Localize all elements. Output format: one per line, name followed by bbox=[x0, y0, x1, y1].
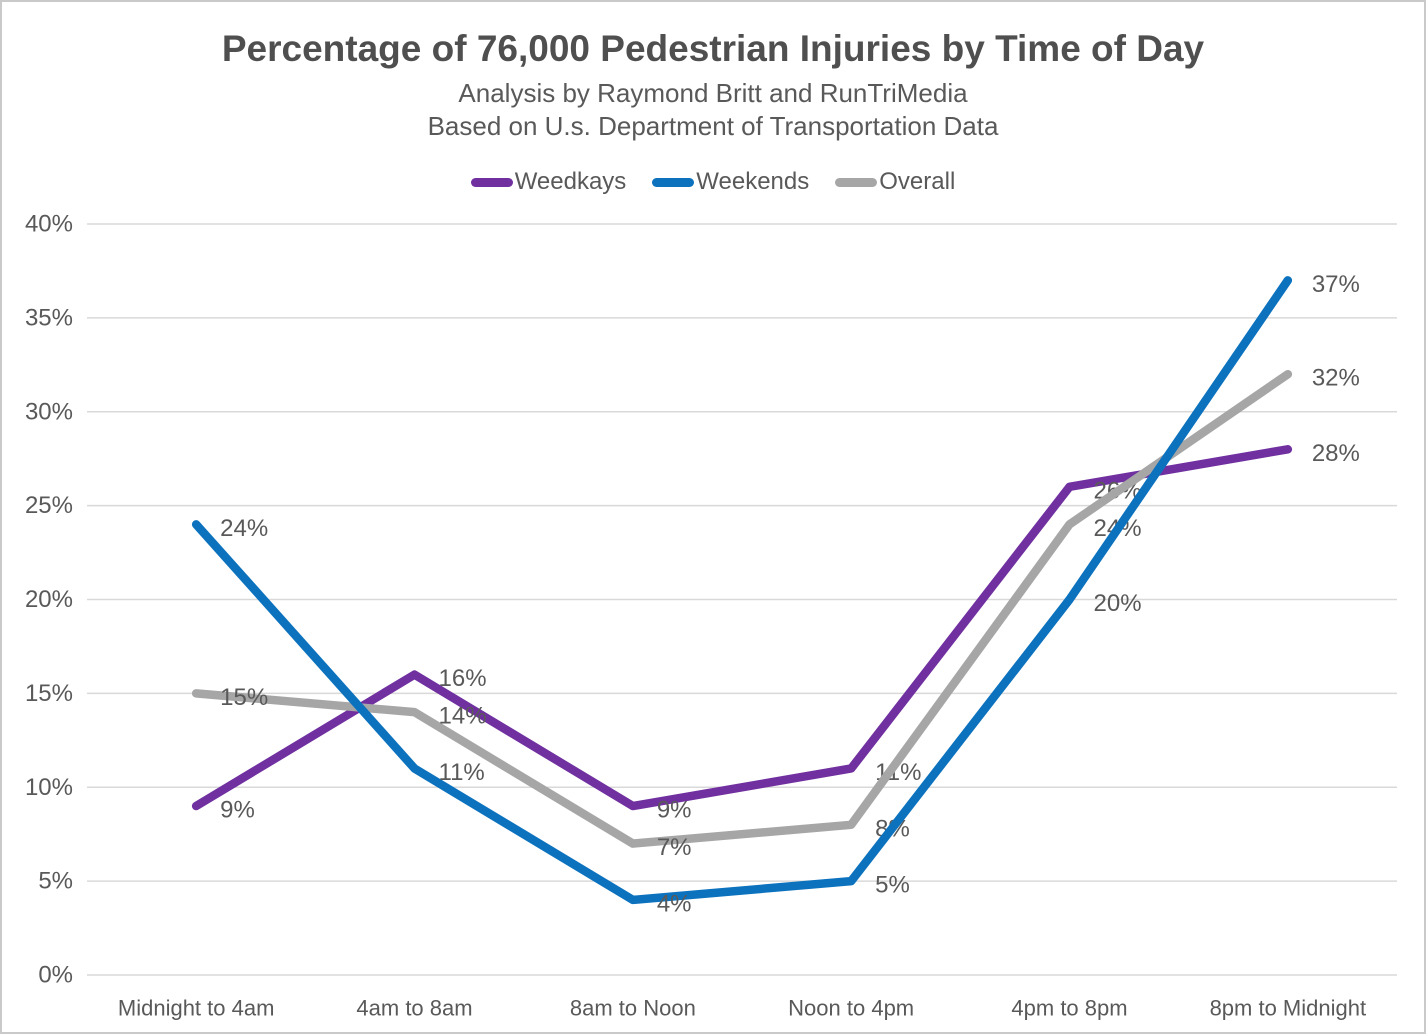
data-label: 28% bbox=[1312, 440, 1360, 467]
legend-mark-icon bbox=[652, 177, 695, 187]
data-label: 5% bbox=[875, 872, 910, 899]
data-label: 24% bbox=[220, 515, 268, 542]
data-label: 37% bbox=[1312, 271, 1360, 298]
data-label: 20% bbox=[1094, 590, 1142, 617]
series-line-weekends bbox=[191, 276, 1293, 905]
series-line-weedkays bbox=[191, 445, 1293, 811]
legend-label: Weedkays bbox=[514, 168, 627, 195]
y-tick-label: 30% bbox=[25, 398, 73, 425]
chart-title: Percentage of 76,000 Pedestrian Injuries… bbox=[221, 28, 1205, 69]
data-label: 7% bbox=[657, 834, 692, 861]
data-label: 15% bbox=[220, 684, 268, 711]
legend-label: Weekends bbox=[696, 168, 810, 195]
legend-mark-icon bbox=[470, 177, 513, 187]
y-tick-label: 15% bbox=[25, 680, 73, 707]
x-axis-label: Midnight to 4am bbox=[118, 996, 275, 1021]
y-tick-label: 5% bbox=[38, 868, 73, 895]
x-axis-label: Noon to 4pm bbox=[788, 996, 914, 1021]
data-label: 11% bbox=[439, 759, 485, 786]
data-label: 9% bbox=[220, 797, 255, 824]
x-axis-label: 4pm to 8pm bbox=[1011, 996, 1127, 1021]
legend-item-weedkays: Weedkays bbox=[470, 168, 627, 196]
y-tick-label: 10% bbox=[25, 774, 73, 801]
y-tick-label: 35% bbox=[25, 304, 73, 331]
series-line-overall bbox=[191, 369, 1293, 848]
data-label: 9% bbox=[657, 797, 692, 824]
x-axis-label: 4am to 8am bbox=[356, 996, 472, 1021]
legend-mark-icon bbox=[835, 177, 878, 187]
data-label: 16% bbox=[439, 665, 487, 692]
data-label: 4% bbox=[657, 890, 692, 917]
y-tick-label: 0% bbox=[38, 962, 73, 989]
y-tick-label: 20% bbox=[25, 586, 73, 613]
chart-subtitle-line1: Analysis by Raymond Britt and RunTriMedi… bbox=[458, 78, 968, 108]
data-label: 14% bbox=[439, 703, 487, 730]
data-label: 32% bbox=[1312, 365, 1360, 392]
x-axis-label: 8pm to Midnight bbox=[1210, 996, 1367, 1021]
x-axis-label: 8am to Noon bbox=[570, 996, 696, 1021]
chart-subtitle-line2: Based on U.s. Department of Transportati… bbox=[427, 111, 999, 141]
chart-legend: Weedkays Weekends Overall bbox=[2, 168, 1424, 196]
legend-item-overall: Overall bbox=[835, 168, 955, 196]
legend-label: Overall bbox=[879, 168, 956, 195]
y-tick-label: 40% bbox=[25, 211, 73, 238]
y-tick-label: 25% bbox=[25, 492, 73, 519]
legend-item-weekends: Weekends bbox=[652, 168, 809, 196]
